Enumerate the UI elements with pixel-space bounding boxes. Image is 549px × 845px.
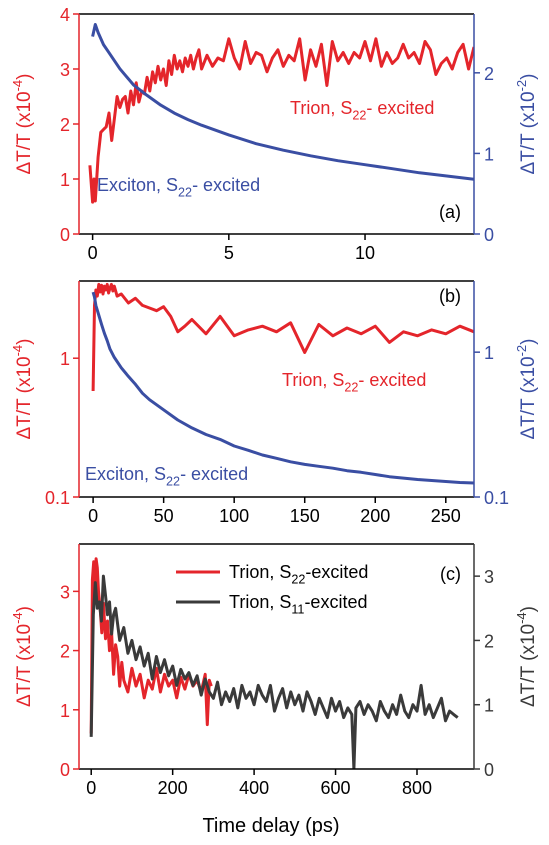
y-right-tick-label: 2 [484,64,494,84]
y-left-title-text: ΔT/T (x10 [14,91,35,174]
annotation-exciton-tail: - excited [192,175,260,195]
y-left-tick-label: 0.1 [45,488,70,508]
legend-label: Trion, S22-excited [229,562,368,586]
y-right-tick-label: 1 [484,144,494,164]
series-line-1 [88,37,474,204]
y-left-title-end: ) [14,339,35,345]
y-left-tick-label: 3 [60,582,70,602]
y-right-tick-label: 0.1 [484,488,509,508]
annotation-exciton-text: Exciton, S [85,464,166,484]
y-left-tick-label: 0 [60,760,70,780]
annotation-trion-sub: 22 [344,380,358,394]
y-right-tick-label: 1 [484,696,494,716]
y-right-title-exp: -2 [514,345,529,357]
x-tick-label: 0 [86,778,96,798]
y-left-title-text: ΔT/T (x10 [14,624,35,707]
y-right-title: ΔT/T (x10-2) [514,74,539,175]
y-left-tick-label: 1 [60,170,70,190]
panel-label: (a) [439,202,461,222]
y-left-tick-label: 0 [60,225,70,245]
panel-label: (c) [440,564,461,584]
x-tick-label: 0 [88,506,98,526]
series-line-2 [89,574,459,769]
annotation-trion-text: Trion, S [290,98,352,118]
y-left-title: ΔT/T (x10-4) [10,339,35,440]
x-tick-label: 5 [224,243,234,263]
y-right-title-end: ) [518,606,539,612]
annotation-exciton-text: Exciton, S [97,175,178,195]
y-right-title-end: ) [518,339,539,345]
y-left-tick-label: 2 [60,642,70,662]
panel-label: (b) [439,286,461,306]
annotation-trion-tail: - excited [358,370,426,390]
x-tick-label: 200 [158,778,188,798]
annotation-exciton-sub: 22 [166,474,180,488]
legend-label-text: Trion, S [229,592,291,612]
x-tick-label: 800 [402,778,432,798]
x-tick-label: 400 [239,778,269,798]
y-right-title: ΔT/T (x10-2) [514,339,539,440]
annotation-exciton-tail: - excited [180,464,248,484]
series-line-1 [91,282,474,392]
y-left-title-exp: -4 [10,345,25,357]
annotation-trion: Trion, S22- excited [282,370,426,394]
y-left-title-end: ) [14,74,35,80]
y-left-title-exp: -4 [10,80,25,92]
annotation-exciton: Exciton, S22- excited [85,464,248,488]
y-left-tick-label: 3 [60,60,70,80]
annotation-trion-sub: 22 [352,108,366,122]
legend-label-text: Trion, S [229,562,291,582]
x-tick-label: 100 [219,506,249,526]
y-right-title-text: ΔT/T (x10 [518,624,539,707]
annotation-trion-text: Trion, S [282,370,344,390]
y-right-title-end: ) [518,74,539,80]
y-left-title: ΔT/T (x10-4) [10,606,35,707]
x-axis-label: Time delay (ps) [202,815,339,837]
y-left-tick-label: 1 [60,701,70,721]
y-right-tick-label: 3 [484,567,494,587]
legend-label: Trion, S11-excited [229,592,367,616]
x-tick-label: 10 [355,243,375,263]
y-left-title-exp: -4 [10,612,25,624]
y-right-tick-label: 0 [484,760,494,780]
y-left-tick-label: 4 [60,5,70,25]
y-left-title-text: ΔT/T (x10 [14,356,35,439]
y-left-tick-label: 1 [60,349,70,369]
y-right-title-text: ΔT/T (x10 [518,91,539,174]
annotation-exciton: Exciton, S22- excited [97,175,260,199]
y-left-title-end: ) [14,606,35,612]
x-tick-label: 150 [290,506,320,526]
y-right-title-text: ΔT/T (x10 [518,356,539,439]
y-right-tick-label: 1 [484,343,494,363]
series-line-2 [91,291,474,485]
legend-label-tail: -excited [304,592,367,612]
y-left-tick-label: 2 [60,115,70,135]
x-tick-label: 0 [88,243,98,263]
x-tick-label: 50 [154,506,174,526]
y-right-tick-label: 2 [484,631,494,651]
y-left-title: ΔT/T (x10-4) [10,74,35,175]
x-tick-label: 250 [431,506,461,526]
annotation-exciton-sub: 22 [178,185,192,199]
legend-label-sub: 11 [291,602,304,616]
annotation-trion-tail: - excited [366,98,434,118]
legend-label-tail: -excited [305,562,368,582]
y-right-tick-label: 0 [484,225,494,245]
y-right-title-exp: -4 [514,612,529,624]
annotation-trion: Trion, S22- excited [290,98,434,122]
x-tick-label: 600 [321,778,351,798]
legend-label-sub: 22 [291,572,305,586]
x-tick-label: 200 [360,506,390,526]
y-right-title-exp: -2 [514,80,529,92]
y-right-title: ΔT/T (x10-4) [514,606,539,707]
series-line-1 [89,557,213,734]
series-line-2 [91,23,474,181]
